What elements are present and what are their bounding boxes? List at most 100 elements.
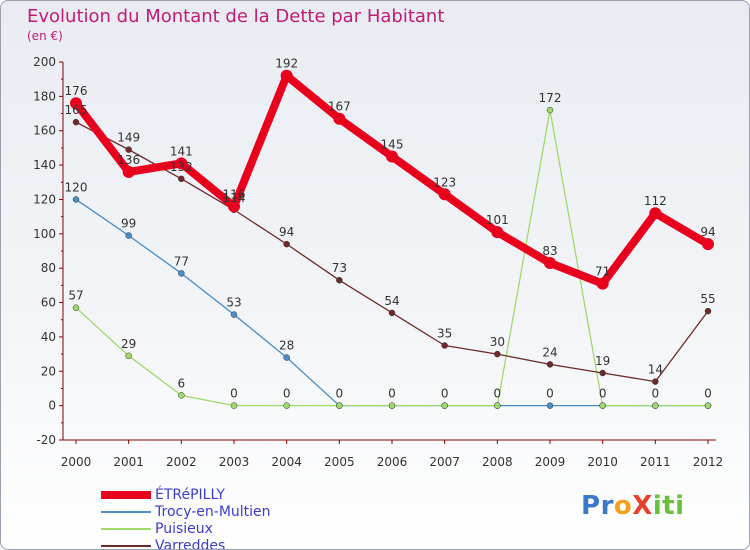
logo-letter: i xyxy=(652,491,663,521)
data-point xyxy=(283,354,290,361)
data-label: 99 xyxy=(121,217,136,231)
data-point xyxy=(178,270,185,277)
data-point xyxy=(544,257,556,270)
data-point xyxy=(333,112,346,125)
data-label: 165 xyxy=(65,103,88,117)
data-label: 19 xyxy=(595,354,610,368)
data-label: 0 xyxy=(546,387,554,401)
y-tick-label: 200 xyxy=(33,55,56,69)
x-tick-label: 2010 xyxy=(587,455,618,469)
legend-swatch xyxy=(101,511,151,513)
y-tick-label: 140 xyxy=(33,158,56,172)
x-tick-label: 2003 xyxy=(219,455,250,469)
logo-letter: X xyxy=(632,491,653,521)
data-label: 0 xyxy=(494,387,502,401)
data-label: 149 xyxy=(117,131,140,145)
data-point xyxy=(178,392,185,399)
y-tick-label: 40 xyxy=(41,330,56,344)
data-label: 114 xyxy=(223,191,246,205)
data-point xyxy=(704,307,712,315)
data-label: 0 xyxy=(283,387,291,401)
data-label: 55 xyxy=(700,292,715,306)
data-label: 83 xyxy=(542,244,557,258)
data-label: 73 xyxy=(332,261,347,275)
data-point xyxy=(652,378,659,385)
data-point xyxy=(175,157,188,170)
y-tick-label: 160 xyxy=(33,124,56,138)
data-point xyxy=(230,311,238,318)
data-label: 94 xyxy=(279,225,294,239)
data-point xyxy=(388,309,396,317)
x-tick-label: 2001 xyxy=(113,455,144,469)
x-tick-label: 2011 xyxy=(640,455,671,469)
data-point xyxy=(652,402,659,409)
legend-label: Varreddes xyxy=(155,538,226,550)
data-point xyxy=(386,150,398,163)
data-label: 0 xyxy=(599,387,607,401)
data-point xyxy=(704,402,712,409)
data-label: 0 xyxy=(230,387,238,401)
data-point xyxy=(336,276,343,284)
data-label: 0 xyxy=(652,387,660,401)
data-point xyxy=(546,106,554,114)
y-tick-label: 0 xyxy=(48,399,56,413)
data-label: 14 xyxy=(648,363,663,377)
x-tick-label: 2012 xyxy=(693,455,724,469)
data-point xyxy=(72,118,80,126)
data-label: 0 xyxy=(336,387,344,401)
data-point xyxy=(125,352,132,360)
x-tick-label: 2004 xyxy=(271,455,302,469)
data-point xyxy=(336,402,343,409)
data-label: 53 xyxy=(226,296,241,310)
data-label: 0 xyxy=(388,387,396,401)
data-point xyxy=(228,200,240,213)
y-tick-label: 180 xyxy=(33,89,56,103)
data-point xyxy=(388,402,396,409)
logo-letter: i xyxy=(675,491,685,521)
x-tick-label: 2006 xyxy=(377,455,408,469)
legend-label: Puisieux xyxy=(155,521,213,537)
data-label: 24 xyxy=(542,345,557,359)
data-point xyxy=(596,277,609,290)
y-tick-label: 20 xyxy=(41,364,56,378)
y-tick-label: 100 xyxy=(33,227,56,241)
y-tick-label: 80 xyxy=(41,261,56,275)
x-tick-label: 2009 xyxy=(535,455,566,469)
data-label: 172 xyxy=(539,91,562,105)
y-tick-label: -20 xyxy=(36,433,56,447)
data-point xyxy=(702,238,714,251)
data-label: 57 xyxy=(68,289,83,303)
data-point xyxy=(280,69,293,82)
legend-swatch xyxy=(101,545,151,547)
data-point xyxy=(649,207,662,220)
data-point xyxy=(438,188,451,201)
data-point xyxy=(491,226,504,239)
data-point xyxy=(441,342,448,349)
data-label: 112 xyxy=(644,194,667,208)
data-label: 132 xyxy=(170,160,193,174)
x-tick-label: 2002 xyxy=(166,455,197,469)
data-point xyxy=(72,196,80,203)
data-label: 167 xyxy=(328,100,351,114)
data-point xyxy=(283,240,290,248)
data-label: 136 xyxy=(117,153,140,167)
logo-letter: r xyxy=(600,491,614,521)
data-label: 116 xyxy=(223,187,246,201)
data-label: 6 xyxy=(178,376,186,390)
y-tick-label: 120 xyxy=(33,192,56,206)
data-point xyxy=(599,369,606,377)
data-point xyxy=(494,350,501,358)
data-point xyxy=(230,402,238,409)
x-tick-label: 2008 xyxy=(482,455,513,469)
chart-subtitle: (en €) xyxy=(27,29,63,43)
proxiti-logo: ProXiti xyxy=(581,491,685,521)
data-label: 77 xyxy=(174,254,189,268)
y-tick-label: 60 xyxy=(41,296,56,310)
data-point xyxy=(546,361,554,368)
logo-letter: o xyxy=(613,491,633,521)
data-point xyxy=(599,402,606,409)
data-label: 0 xyxy=(441,387,449,401)
data-label: 120 xyxy=(65,180,88,194)
data-label: 35 xyxy=(437,327,452,341)
